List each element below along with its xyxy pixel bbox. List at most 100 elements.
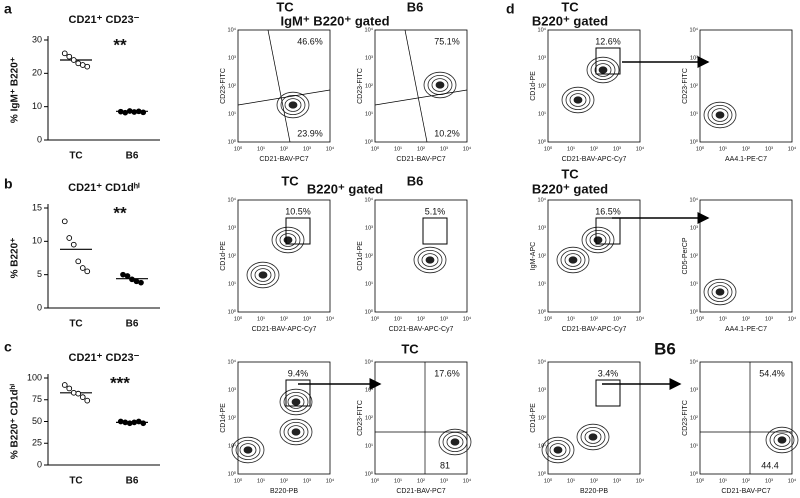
contour bbox=[594, 63, 612, 77]
contour bbox=[442, 431, 468, 452]
y-tick-label: 10⁴ bbox=[365, 358, 374, 365]
data-point bbox=[131, 419, 138, 426]
y-tick-label: 10¹ bbox=[365, 443, 373, 449]
data-point bbox=[138, 279, 144, 286]
x-tick-label: 10¹ bbox=[257, 146, 265, 152]
x-tick-label: 10² bbox=[742, 478, 750, 484]
y-axis-label: CD23-FITC bbox=[357, 400, 364, 436]
y-tick-label: 10⁰ bbox=[690, 138, 699, 145]
contour bbox=[545, 439, 571, 460]
gate-line bbox=[374, 89, 468, 106]
y-tick-label: 15 bbox=[32, 202, 42, 212]
x-tick-label: 10¹ bbox=[567, 146, 575, 152]
x-tick-label: 10⁰ bbox=[371, 315, 380, 322]
y-tick-label: 10² bbox=[538, 253, 546, 259]
contour bbox=[765, 426, 799, 454]
y-tick-label: 10³ bbox=[228, 225, 236, 231]
x-axis-label: B220-PB bbox=[270, 488, 298, 495]
contour bbox=[581, 226, 615, 254]
contour bbox=[541, 436, 575, 464]
x-tick-label: 10⁰ bbox=[544, 477, 553, 484]
y-axis-label: CD23-FITC bbox=[682, 68, 689, 104]
x-tick-label: 10⁰ bbox=[371, 477, 380, 484]
y-axis-label: IgM-APC bbox=[530, 242, 537, 270]
gate-percent: 75.1% bbox=[434, 36, 460, 46]
x-tick-label: B6 bbox=[126, 319, 139, 330]
x-tick-label: B6 bbox=[126, 151, 139, 162]
x-tick-label: 10² bbox=[590, 316, 598, 322]
panel-label: d bbox=[506, 1, 515, 17]
y-tick-label: 100 bbox=[27, 372, 42, 382]
contour bbox=[715, 288, 725, 296]
contour bbox=[703, 278, 737, 306]
x-tick-label: 10³ bbox=[440, 146, 448, 152]
y-tick-label: 10⁰ bbox=[538, 470, 547, 477]
x-tick-label: 10⁰ bbox=[696, 477, 705, 484]
x-tick-label: 10² bbox=[417, 146, 425, 152]
contour bbox=[446, 435, 464, 449]
gate-box bbox=[595, 379, 621, 407]
contour bbox=[715, 111, 725, 119]
panel-label: c bbox=[4, 339, 12, 355]
contour bbox=[568, 256, 578, 264]
contour bbox=[425, 256, 435, 264]
data-point bbox=[122, 419, 129, 426]
data-point bbox=[70, 241, 77, 248]
contour bbox=[421, 253, 439, 267]
plot-header: TC bbox=[561, 0, 579, 14]
contour bbox=[707, 281, 733, 302]
x-tick-label: 10¹ bbox=[719, 316, 727, 322]
contour bbox=[284, 98, 302, 112]
contour bbox=[246, 261, 280, 289]
x-tick-label: 10² bbox=[590, 146, 598, 152]
y-tick-label: 10¹ bbox=[690, 111, 698, 117]
x-tick-label: 10² bbox=[742, 146, 750, 152]
contour bbox=[258, 271, 268, 279]
contour bbox=[287, 425, 305, 439]
data-point bbox=[75, 390, 82, 397]
contour bbox=[593, 236, 603, 244]
contour bbox=[275, 229, 301, 250]
y-tick-label: 10¹ bbox=[365, 281, 373, 287]
x-tick-label: 10⁰ bbox=[544, 315, 553, 322]
plot-header: B220⁺ gated bbox=[532, 181, 608, 196]
data-point bbox=[79, 394, 86, 400]
y-tick-label: 10¹ bbox=[228, 281, 236, 287]
x-tick-label: 10¹ bbox=[394, 146, 402, 152]
gate-percent: 54.4% bbox=[759, 368, 785, 378]
y-axis-label: % IgM⁺ B220⁺ bbox=[10, 57, 21, 123]
data-point bbox=[84, 397, 91, 404]
plot-frame bbox=[547, 361, 641, 475]
contour bbox=[769, 429, 795, 450]
x-axis-label: CD21-BAV-PC7 bbox=[396, 156, 445, 163]
x-tick-label: 10⁴ bbox=[463, 315, 472, 322]
plot-header: B6 bbox=[407, 173, 424, 188]
plot-frame bbox=[699, 361, 793, 475]
x-tick-label: 10² bbox=[590, 478, 598, 484]
contour bbox=[711, 285, 729, 299]
y-tick-label: 5 bbox=[37, 269, 42, 279]
y-tick-label: 10² bbox=[538, 83, 546, 89]
x-tick-label: 10² bbox=[280, 316, 288, 322]
chart-title: CD21⁺ CD23⁻ bbox=[69, 352, 140, 364]
y-tick-label: 10⁴ bbox=[538, 196, 547, 203]
plot-frame bbox=[547, 29, 641, 143]
gate-box bbox=[595, 217, 621, 245]
plot-header: B220⁺ gated bbox=[307, 181, 383, 196]
y-tick-label: 10² bbox=[365, 83, 373, 89]
data-point bbox=[61, 50, 68, 57]
significance: ** bbox=[113, 203, 127, 222]
contour bbox=[569, 93, 587, 107]
gate-box bbox=[422, 217, 448, 245]
contour bbox=[573, 96, 583, 104]
contour bbox=[549, 443, 567, 457]
contour bbox=[417, 249, 443, 270]
y-axis-label: CD1d-PE bbox=[530, 71, 537, 101]
y-tick-label: 30 bbox=[32, 34, 42, 44]
y-tick-label: 10⁰ bbox=[228, 470, 237, 477]
y-tick-label: 10² bbox=[228, 415, 236, 421]
gate-percent: 9.4% bbox=[288, 368, 309, 378]
